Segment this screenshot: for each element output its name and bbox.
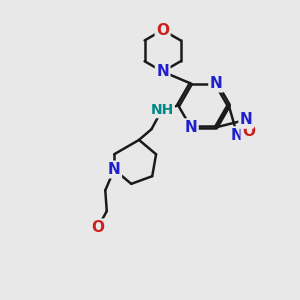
Text: N: N bbox=[156, 64, 169, 79]
Text: N: N bbox=[210, 76, 223, 91]
Text: N: N bbox=[240, 112, 253, 127]
Text: N: N bbox=[184, 120, 197, 135]
Text: O: O bbox=[91, 220, 104, 235]
Text: O: O bbox=[156, 22, 169, 38]
Text: O: O bbox=[242, 124, 255, 139]
Text: NH: NH bbox=[150, 103, 173, 117]
Text: N: N bbox=[231, 128, 244, 143]
Text: N: N bbox=[108, 162, 121, 177]
